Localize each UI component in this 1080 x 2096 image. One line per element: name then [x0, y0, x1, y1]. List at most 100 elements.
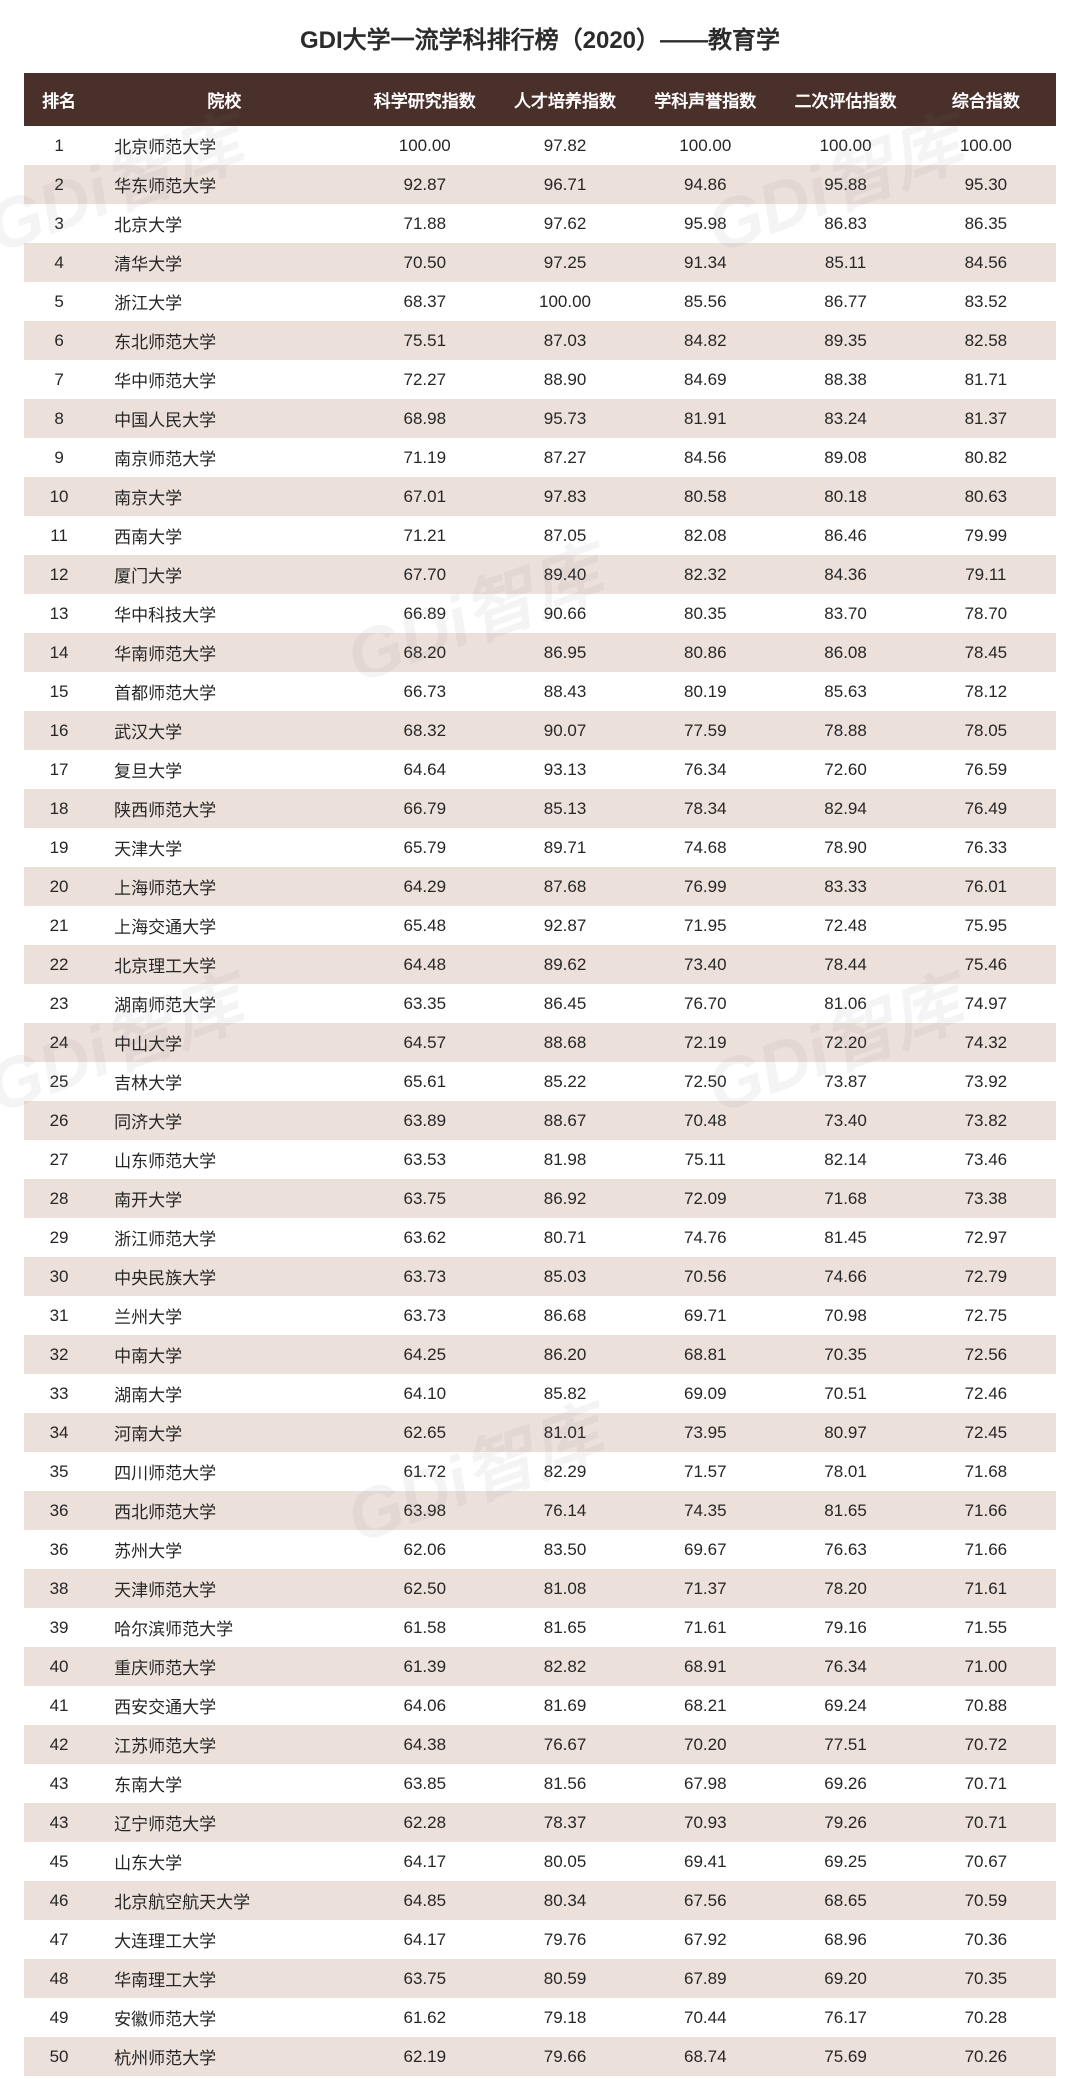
value-cell: 86.20: [495, 1335, 635, 1374]
school-cell: 西南大学: [94, 516, 355, 555]
value-cell: 89.40: [495, 555, 635, 594]
table-row: 16武汉大学68.3290.0777.5978.8878.05: [24, 711, 1056, 750]
rank-cell: 43: [24, 1803, 94, 1842]
rank-cell: 36: [24, 1491, 94, 1530]
value-cell: 80.19: [635, 672, 775, 711]
value-cell: 66.73: [355, 672, 495, 711]
value-cell: 78.34: [635, 789, 775, 828]
value-cell: 70.56: [635, 1257, 775, 1296]
value-cell: 87.68: [495, 867, 635, 906]
value-cell: 97.83: [495, 477, 635, 516]
value-cell: 81.01: [495, 1413, 635, 1452]
school-cell: 西北师范大学: [94, 1491, 355, 1530]
value-cell: 83.52: [916, 282, 1056, 321]
value-cell: 72.79: [916, 1257, 1056, 1296]
value-cell: 88.43: [495, 672, 635, 711]
table-row: 13华中科技大学66.8990.6680.3583.7078.70: [24, 594, 1056, 633]
school-cell: 上海交通大学: [94, 906, 355, 945]
school-cell: 厦门大学: [94, 555, 355, 594]
value-cell: 84.69: [635, 360, 775, 399]
rank-cell: 50: [24, 2037, 94, 2076]
value-cell: 78.44: [775, 945, 915, 984]
school-cell: 首都师范大学: [94, 672, 355, 711]
value-cell: 64.38: [355, 1725, 495, 1764]
value-cell: 69.71: [635, 1296, 775, 1335]
value-cell: 95.88: [775, 165, 915, 204]
table-row: 27山东师范大学63.5381.9875.1182.1473.46: [24, 1140, 1056, 1179]
value-cell: 76.01: [916, 867, 1056, 906]
value-cell: 97.82: [495, 126, 635, 165]
table-row: 42江苏师范大学64.3876.6770.2077.5170.72: [24, 1725, 1056, 1764]
value-cell: 85.03: [495, 1257, 635, 1296]
value-cell: 68.37: [355, 282, 495, 321]
value-cell: 63.73: [355, 1257, 495, 1296]
school-cell: 四川师范大学: [94, 1452, 355, 1491]
rank-cell: 29: [24, 1218, 94, 1257]
rank-cell: 6: [24, 321, 94, 360]
value-cell: 65.61: [355, 1062, 495, 1101]
value-cell: 96.71: [495, 165, 635, 204]
value-cell: 88.90: [495, 360, 635, 399]
value-cell: 92.87: [495, 906, 635, 945]
rank-cell: 3: [24, 204, 94, 243]
value-cell: 63.98: [355, 1491, 495, 1530]
value-cell: 67.98: [635, 1764, 775, 1803]
value-cell: 62.19: [355, 2037, 495, 2076]
school-cell: 天津大学: [94, 828, 355, 867]
value-cell: 87.03: [495, 321, 635, 360]
rank-cell: 32: [24, 1335, 94, 1374]
value-cell: 80.97: [775, 1413, 915, 1452]
school-cell: 中南大学: [94, 1335, 355, 1374]
school-cell: 大连理工大学: [94, 1920, 355, 1959]
table-row: 49安徽师范大学61.6279.1870.4476.1770.28: [24, 1998, 1056, 2037]
value-cell: 86.95: [495, 633, 635, 672]
school-cell: 华东师范大学: [94, 165, 355, 204]
value-cell: 72.27: [355, 360, 495, 399]
ranking-table: 排名院校科学研究指数人才培养指数学科声誉指数二次评估指数综合指数 1北京师范大学…: [24, 73, 1056, 2076]
value-cell: 86.35: [916, 204, 1056, 243]
school-cell: 南京大学: [94, 477, 355, 516]
value-cell: 72.50: [635, 1062, 775, 1101]
value-cell: 69.20: [775, 1959, 915, 1998]
value-cell: 74.35: [635, 1491, 775, 1530]
value-cell: 71.55: [916, 1608, 1056, 1647]
rank-cell: 39: [24, 1608, 94, 1647]
value-cell: 70.35: [775, 1335, 915, 1374]
value-cell: 86.45: [495, 984, 635, 1023]
value-cell: 82.14: [775, 1140, 915, 1179]
school-cell: 复旦大学: [94, 750, 355, 789]
value-cell: 72.46: [916, 1374, 1056, 1413]
school-cell: 西安交通大学: [94, 1686, 355, 1725]
value-cell: 83.24: [775, 399, 915, 438]
value-cell: 75.95: [916, 906, 1056, 945]
school-cell: 浙江师范大学: [94, 1218, 355, 1257]
value-cell: 70.98: [775, 1296, 915, 1335]
value-cell: 71.19: [355, 438, 495, 477]
value-cell: 80.34: [495, 1881, 635, 1920]
rank-cell: 30: [24, 1257, 94, 1296]
value-cell: 70.44: [635, 1998, 775, 2037]
value-cell: 86.83: [775, 204, 915, 243]
table-row: 11西南大学71.2187.0582.0886.4679.99: [24, 516, 1056, 555]
table-row: 2华东师范大学92.8796.7194.8695.8895.30: [24, 165, 1056, 204]
value-cell: 73.82: [916, 1101, 1056, 1140]
value-cell: 84.56: [635, 438, 775, 477]
school-cell: 中山大学: [94, 1023, 355, 1062]
col-header: 排名: [24, 73, 94, 126]
value-cell: 72.60: [775, 750, 915, 789]
value-cell: 64.17: [355, 1920, 495, 1959]
rank-cell: 45: [24, 1842, 94, 1881]
rank-cell: 17: [24, 750, 94, 789]
value-cell: 70.67: [916, 1842, 1056, 1881]
value-cell: 63.73: [355, 1296, 495, 1335]
school-cell: 兰州大学: [94, 1296, 355, 1335]
value-cell: 68.65: [775, 1881, 915, 1920]
value-cell: 72.19: [635, 1023, 775, 1062]
rank-cell: 46: [24, 1881, 94, 1920]
value-cell: 61.58: [355, 1608, 495, 1647]
value-cell: 80.35: [635, 594, 775, 633]
value-cell: 70.59: [916, 1881, 1056, 1920]
value-cell: 62.65: [355, 1413, 495, 1452]
value-cell: 72.09: [635, 1179, 775, 1218]
value-cell: 73.87: [775, 1062, 915, 1101]
